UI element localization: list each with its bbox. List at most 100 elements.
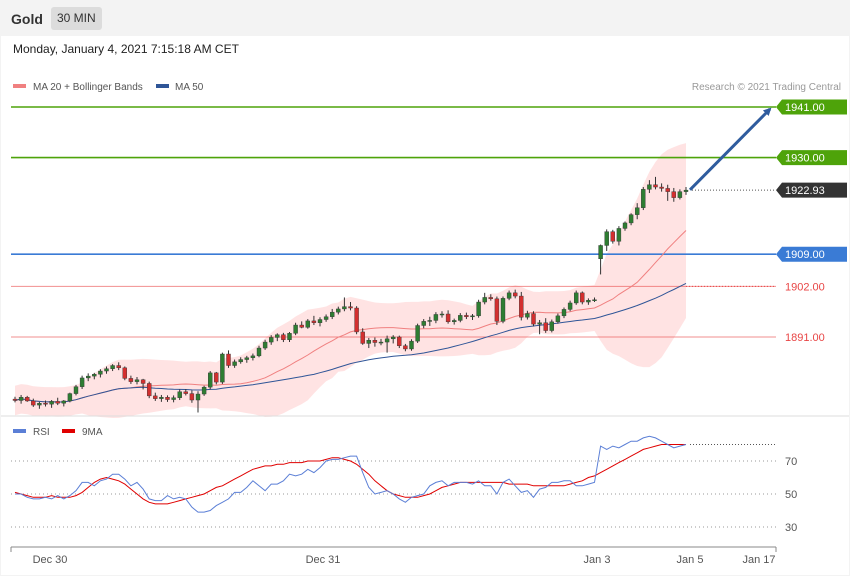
- candle-body: [580, 292, 585, 303]
- candle-body: [592, 299, 597, 301]
- candle-body: [275, 334, 280, 338]
- projection-arrow: [688, 107, 772, 191]
- candle-body: [641, 189, 646, 208]
- level-label: 1902.00: [785, 281, 825, 293]
- candle-body: [12, 398, 18, 401]
- candle-body: [281, 334, 286, 340]
- ma9-legend-swatch: [62, 429, 75, 433]
- rsi-level-label: 70: [785, 456, 797, 468]
- ma50-legend-label: MA 50: [175, 82, 204, 93]
- level-label: 1941.00: [785, 102, 825, 114]
- candle-body: [336, 308, 341, 313]
- candle-body: [494, 298, 500, 322]
- candle-body: [513, 292, 518, 297]
- candle-body: [598, 245, 603, 260]
- candle-body: [311, 320, 317, 323]
- level-label: 1891.00: [785, 332, 825, 344]
- candle-body: [323, 316, 329, 320]
- candle-body: [140, 379, 146, 384]
- interval-button[interactable]: 30 MIN: [51, 7, 102, 30]
- candle-body: [317, 319, 323, 323]
- candle-body: [378, 341, 384, 344]
- candle-body: [366, 340, 371, 344]
- candle-body: [537, 322, 542, 325]
- level-badge: [776, 150, 847, 166]
- candle-body: [220, 353, 225, 383]
- candle-body: [165, 397, 170, 400]
- level-label: 1922.93: [785, 185, 825, 197]
- ma50-line: [14, 282, 687, 403]
- candle-body: [354, 307, 359, 333]
- candle-body: [287, 333, 292, 340]
- candle-body: [604, 231, 609, 246]
- candle-body: [506, 292, 512, 299]
- candle-body: [128, 378, 134, 382]
- x-tick-label: Jan 3: [584, 554, 611, 566]
- candle-body: [177, 391, 182, 398]
- bollinger-band-area: [15, 143, 686, 418]
- price-levels: [11, 106, 776, 338]
- candle-body: [195, 393, 201, 401]
- price-badges: 1941.00 1930.00 1922.93 1909.00 1902.00 1891.…: [776, 99, 847, 344]
- candle-body: [677, 191, 683, 198]
- candle-body: [122, 367, 128, 379]
- instrument-title: Gold: [11, 11, 43, 27]
- candle-body: [427, 320, 432, 322]
- candle-body: [31, 400, 36, 406]
- candle-body: [653, 184, 658, 188]
- rsi-level-label: 50: [785, 489, 797, 501]
- candle-body: [238, 359, 243, 363]
- candle-body: [360, 331, 365, 344]
- rsi-legend-label: RSI: [33, 427, 50, 438]
- level-label: 1930.00: [785, 153, 825, 165]
- candle-body: [18, 397, 24, 401]
- candle-body: [445, 313, 451, 323]
- candle-body: [183, 391, 189, 394]
- candle-body: [37, 403, 42, 406]
- x-tick-label: Jan 5: [677, 554, 704, 566]
- candle-body: [226, 353, 231, 366]
- candle-body: [384, 338, 390, 343]
- candle-body: [519, 295, 524, 318]
- candle-body: [98, 370, 103, 375]
- candle-body: [397, 336, 402, 346]
- candle-body: [586, 300, 591, 303]
- x-tick-label: Dec 30: [33, 554, 68, 566]
- candle-body: [671, 191, 676, 198]
- candle-body: [482, 297, 487, 303]
- candle-body: [403, 345, 408, 350]
- candle-body: [464, 315, 469, 317]
- x-tick-label: Jan 17: [742, 554, 775, 566]
- candle-body: [201, 386, 207, 395]
- candle-body: [49, 401, 54, 405]
- candle-body: [269, 337, 274, 343]
- rsi-line: [15, 435, 687, 513]
- candle-body: [189, 393, 195, 401]
- chart-header: Gold 30 MIN: [0, 0, 850, 36]
- candle-body: [543, 322, 548, 331]
- candle-body: [665, 188, 670, 192]
- level-badge: [776, 246, 847, 262]
- candle-body: [43, 403, 48, 405]
- candle-body: [244, 357, 250, 360]
- candle-body: [549, 321, 554, 331]
- candle-body: [110, 365, 115, 369]
- level-badge: [776, 182, 847, 198]
- candle-body: [25, 397, 30, 402]
- ma9-legend-label: 9MA: [82, 427, 103, 438]
- projection-line: [688, 107, 772, 191]
- candle-body: [574, 292, 579, 304]
- candle-body: [73, 386, 79, 394]
- moving-averages: [14, 230, 687, 403]
- candle-body: [647, 184, 652, 190]
- candle-body: [85, 375, 91, 379]
- candle-body: [104, 368, 109, 372]
- candle-body: [330, 311, 335, 317]
- chart-timestamp: Monday, January 4, 2021 7:15:18 AM CET: [13, 42, 239, 56]
- candle-body: [159, 397, 164, 399]
- candle-body: [214, 372, 219, 383]
- ma20-legend-swatch: [13, 84, 26, 88]
- candle-body: [293, 324, 298, 334]
- candle-body: [567, 302, 573, 310]
